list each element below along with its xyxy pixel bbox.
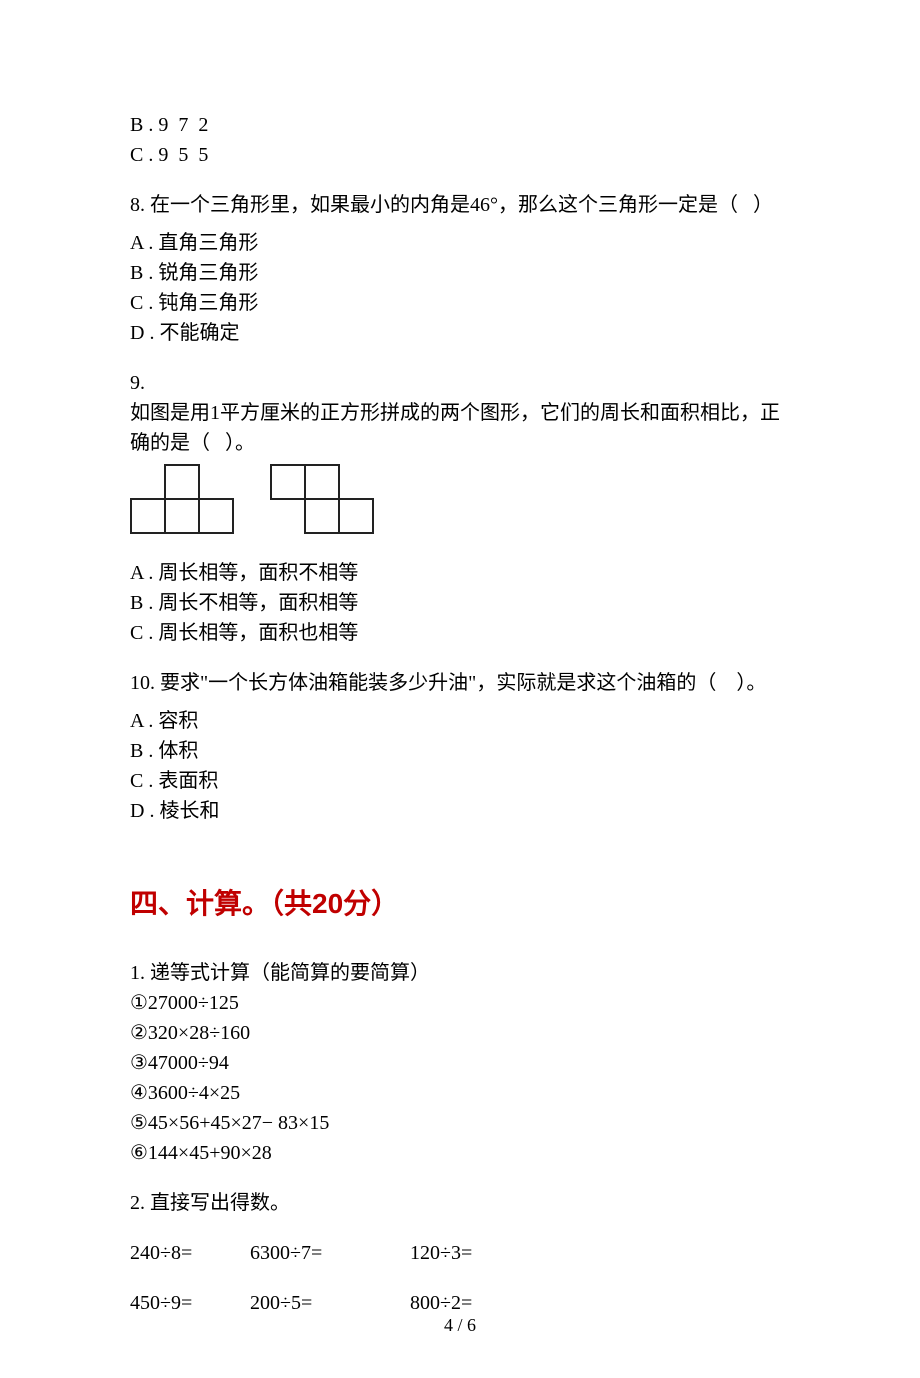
figure-square <box>164 464 200 500</box>
p2-cell: 800÷2= <box>410 1288 530 1318</box>
q9-figure <box>130 464 390 546</box>
q10-option-a: A . 容积 <box>130 706 790 736</box>
p1-item-5: ⑤45×56+45×27− 83×15 <box>130 1108 790 1138</box>
q9-option-c: C . 周长相等，面积也相等 <box>130 618 790 648</box>
q8-option-a: A . 直角三角形 <box>130 228 790 258</box>
p1-items: ①27000÷125②320×28÷160③47000÷94④3600÷4×25… <box>130 988 790 1168</box>
p1-item-2: ②320×28÷160 <box>130 1018 790 1048</box>
q9-option-a: A . 周长相等，面积不相等 <box>130 558 790 588</box>
p2-cell: 450÷9= <box>130 1288 250 1318</box>
section-4-heading: 四、计算。（共20分） <box>130 882 790 922</box>
p2-row-2: 450÷9=200÷5=800÷2= <box>130 1288 790 1318</box>
q9-number: 9. <box>130 368 790 398</box>
q8-option-d: D . 不能确定 <box>130 318 790 348</box>
figure-square <box>270 464 306 500</box>
p2-cell: 120÷3= <box>410 1238 530 1268</box>
figure-square <box>338 498 374 534</box>
q10-option-b: B . 体积 <box>130 736 790 766</box>
p1-title: 1. 递等式计算（能简算的要简算） <box>130 958 790 988</box>
p2-title: 2. 直接写出得数。 <box>130 1188 790 1218</box>
p1-item-3: ③47000÷94 <box>130 1048 790 1078</box>
p2-cell: 240÷8= <box>130 1238 250 1268</box>
q10-stem: 10. 要求"一个长方体油箱能装多少升油"，实际就是求这个油箱的（ ）。 <box>130 668 790 698</box>
page-footer: 4 / 6 <box>0 1315 920 1336</box>
q10-option-d: D . 棱长和 <box>130 796 790 826</box>
p1-item-6: ⑥144×45+90×28 <box>130 1138 790 1168</box>
p2-row-1: 240÷8=6300÷7=120÷3= <box>130 1238 790 1268</box>
q8-option-b: B . 锐角三角形 <box>130 258 790 288</box>
q7-option-c: C . 9 5 5 <box>130 140 790 170</box>
q8-option-c: C . 钝角三角形 <box>130 288 790 318</box>
figure-square <box>198 498 234 534</box>
p2-rows: 240÷8=6300÷7=120÷3= 450÷9=200÷5=800÷2= <box>130 1238 790 1318</box>
figure-square <box>164 498 200 534</box>
p2-cell: 6300÷7= <box>250 1238 410 1268</box>
figure-square <box>304 464 340 500</box>
q10-option-c: C . 表面积 <box>130 766 790 796</box>
q9-option-b: B . 周长不相等，面积相等 <box>130 588 790 618</box>
q9-stem: 如图是用1平方厘米的正方形拼成的两个图形，它们的周长和面积相比，正确的是（ ）。 <box>130 398 790 458</box>
p2-cell: 200÷5= <box>250 1288 410 1318</box>
q7-option-b: B . 9 7 2 <box>130 110 790 140</box>
figure-square <box>304 498 340 534</box>
page: B . 9 7 2 C . 9 5 5 8. 在一个三角形里，如果最小的内角是4… <box>0 0 920 1378</box>
q8-stem: 8. 在一个三角形里，如果最小的内角是46°，那么这个三角形一定是（ ） <box>130 190 790 220</box>
p1-item-4: ④3600÷4×25 <box>130 1078 790 1108</box>
figure-square <box>130 498 166 534</box>
p1-item-1: ①27000÷125 <box>130 988 790 1018</box>
